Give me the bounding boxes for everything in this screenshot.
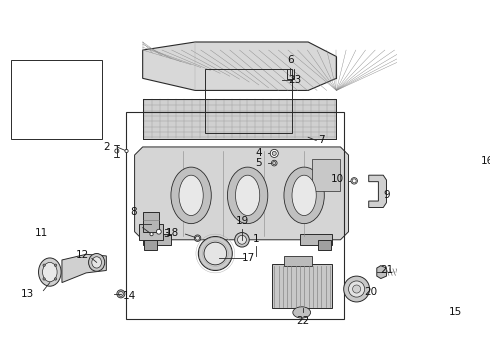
Text: 1: 1 [252, 234, 259, 244]
Text: 8: 8 [130, 207, 137, 216]
Text: 9: 9 [383, 190, 390, 201]
Polygon shape [135, 147, 348, 240]
Text: 23: 23 [289, 75, 302, 85]
Text: 11: 11 [35, 228, 49, 238]
Ellipse shape [235, 233, 249, 247]
Bar [428, 153, 484, 184]
Polygon shape [300, 234, 332, 246]
Ellipse shape [196, 236, 199, 240]
Polygon shape [318, 240, 331, 250]
Ellipse shape [43, 278, 46, 280]
Text: 19: 19 [235, 216, 248, 226]
Ellipse shape [119, 292, 123, 296]
Ellipse shape [351, 177, 357, 184]
Ellipse shape [227, 167, 268, 224]
Polygon shape [139, 224, 163, 240]
Ellipse shape [352, 179, 356, 183]
Text: 13: 13 [21, 289, 34, 299]
Text: 4: 4 [255, 148, 262, 158]
Ellipse shape [43, 264, 46, 266]
Text: 10: 10 [331, 174, 343, 184]
Ellipse shape [156, 229, 161, 234]
Ellipse shape [270, 149, 278, 157]
Bar [126, 112, 343, 319]
Ellipse shape [117, 290, 125, 298]
Polygon shape [143, 42, 337, 90]
Text: 6: 6 [287, 55, 294, 64]
Ellipse shape [293, 307, 311, 318]
Ellipse shape [54, 278, 57, 280]
Ellipse shape [353, 285, 361, 293]
Ellipse shape [284, 167, 324, 224]
Ellipse shape [271, 160, 277, 166]
Text: 7: 7 [318, 135, 325, 145]
Ellipse shape [115, 149, 119, 153]
Bar [284, 256, 312, 266]
Polygon shape [62, 254, 106, 283]
Text: 20: 20 [365, 287, 378, 297]
Ellipse shape [171, 167, 211, 224]
Ellipse shape [489, 162, 490, 176]
Ellipse shape [89, 253, 105, 271]
Polygon shape [143, 234, 171, 246]
Text: 2: 2 [103, 142, 110, 152]
Text: 3: 3 [164, 229, 170, 239]
Text: 12: 12 [75, 250, 89, 260]
Ellipse shape [236, 175, 260, 216]
Ellipse shape [238, 235, 246, 244]
Ellipse shape [486, 157, 490, 180]
Bar [143, 99, 337, 139]
Bar [11, 60, 102, 139]
Ellipse shape [272, 152, 276, 156]
Ellipse shape [92, 257, 101, 268]
Text: 16: 16 [481, 156, 490, 166]
Ellipse shape [195, 235, 201, 242]
Text: 21: 21 [380, 265, 393, 275]
Polygon shape [143, 212, 159, 232]
Ellipse shape [125, 149, 128, 153]
Ellipse shape [272, 162, 276, 165]
Bar [312, 159, 341, 192]
Text: 5: 5 [255, 158, 262, 168]
Ellipse shape [179, 175, 203, 216]
Ellipse shape [343, 276, 369, 302]
Text: 22: 22 [296, 316, 309, 326]
Ellipse shape [39, 258, 61, 286]
Text: 15: 15 [449, 307, 463, 317]
Ellipse shape [54, 264, 57, 266]
Polygon shape [368, 175, 387, 207]
Ellipse shape [43, 262, 57, 282]
Ellipse shape [292, 175, 316, 216]
Bar [272, 264, 332, 309]
Bar [205, 69, 292, 133]
Text: 17: 17 [242, 253, 255, 264]
Ellipse shape [348, 281, 365, 297]
Text: 14: 14 [122, 291, 136, 301]
Ellipse shape [204, 242, 227, 265]
Ellipse shape [150, 233, 153, 236]
Ellipse shape [271, 150, 277, 157]
Polygon shape [377, 266, 387, 279]
Polygon shape [144, 240, 157, 250]
Text: 18: 18 [166, 228, 179, 238]
Ellipse shape [198, 237, 232, 270]
